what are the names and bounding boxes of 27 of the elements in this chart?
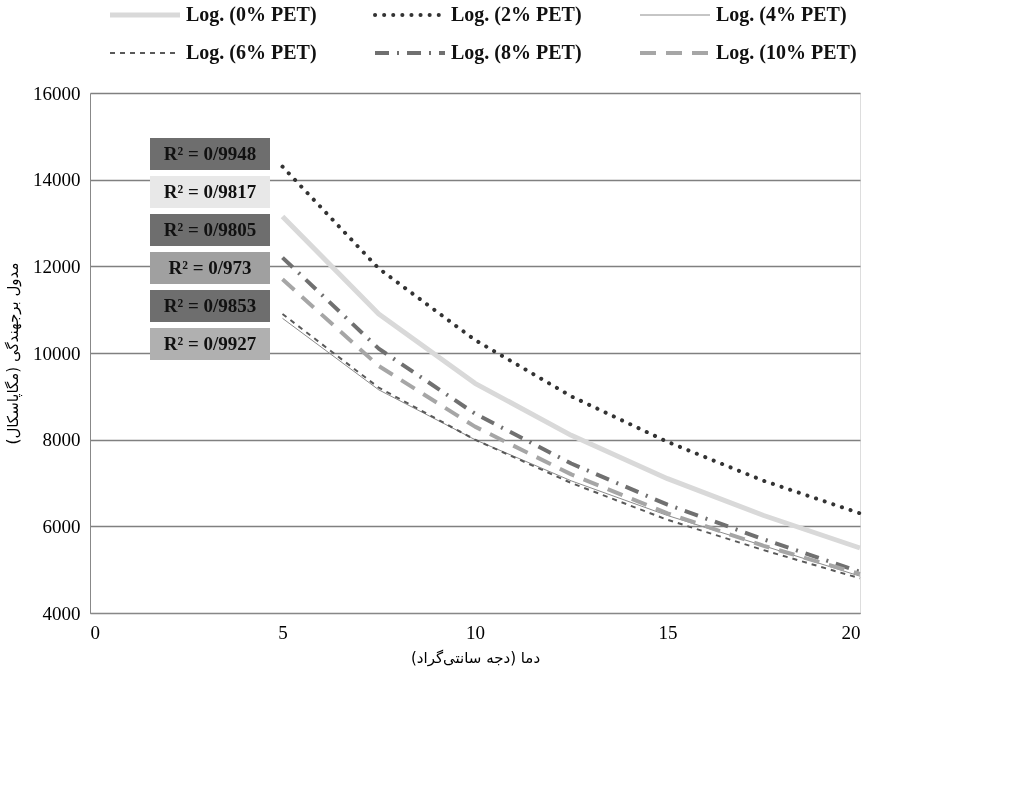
y-axis-title: مدول برجهندگی (مگاپاسکال): [4, 262, 23, 445]
annotation: R² = 0/973: [168, 257, 252, 278]
y-tick-label: 12000: [33, 255, 81, 277]
x-tick-label: 0: [90, 621, 100, 643]
y-tick-label: 4000: [42, 602, 81, 624]
legend-label: Log. (4% PET): [716, 3, 847, 26]
legend-label: Log. (8% PET): [451, 41, 582, 64]
y-tick-label: 6000: [42, 515, 81, 537]
x-tick-label: 15: [658, 621, 678, 643]
annotation: R² = 0/9948: [163, 143, 257, 164]
annotation: R² = 0/9853: [163, 295, 257, 316]
y-tick-label: 16000: [33, 82, 81, 104]
x-axis-title: دما (دجه سانتی‌گراد): [410, 648, 541, 667]
annotation: R² = 0/9817: [163, 181, 257, 202]
y-tick-label: 10000: [33, 342, 81, 364]
legend-label: Log. (2% PET): [451, 3, 582, 26]
y-tick-label: 8000: [42, 429, 81, 451]
x-tick-label: 10: [466, 621, 485, 643]
legend-label: Log. (6% PET): [186, 41, 317, 64]
line-series: [280, 164, 862, 516]
annotation: R² = 0/9927: [163, 333, 257, 354]
y-tick-label: 14000: [33, 169, 81, 191]
x-tick-label: 20: [841, 621, 861, 643]
legend-label: Log. (10% PET): [716, 41, 857, 64]
legend-label: Log. (0% PET): [186, 3, 317, 26]
x-tick-label: 5: [278, 621, 288, 643]
annotation: R² = 0/9805: [163, 219, 257, 240]
